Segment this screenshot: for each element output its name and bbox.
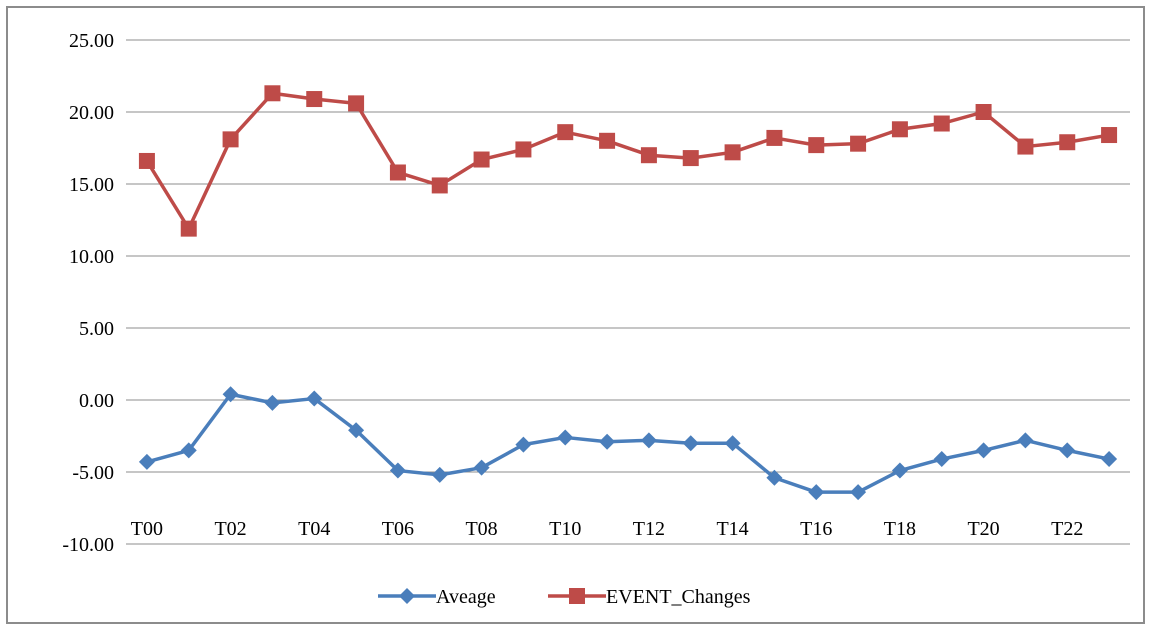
chart-frame: 25.00 20.00 15.00 10.00 5.00 0.00 -5.00 -10.00 … (6, 6, 1145, 624)
data-point-square (138, 152, 155, 169)
x-tick-label: T20 (967, 518, 999, 540)
x-tick-label: T22 (1051, 518, 1083, 540)
legend-label: EVENT_Changes (606, 586, 751, 608)
series-line (146, 392, 1110, 494)
data-point-square (891, 121, 908, 138)
y-tick-label: -5.00 (72, 462, 114, 484)
y-tick-label: -10.00 (62, 534, 114, 556)
data-point-diamond (640, 432, 657, 449)
data-point-diamond (766, 469, 783, 486)
data-point-diamond (808, 484, 825, 501)
data-point-square (724, 144, 741, 161)
data-point-diamond (1059, 442, 1076, 459)
x-tick-label: T18 (884, 518, 916, 540)
legend-marker (569, 588, 585, 604)
data-point-square (1101, 127, 1118, 144)
data-point-square (264, 85, 281, 102)
x-tick-label: T14 (716, 518, 748, 540)
data-point-square (599, 132, 616, 149)
data-point-diamond (724, 435, 741, 452)
y-tick-label: 10.00 (69, 246, 114, 268)
data-point-diamond (306, 390, 323, 407)
y-tick-label: 20.00 (69, 102, 114, 124)
data-point-diamond (180, 442, 197, 459)
data-point-diamond (348, 422, 365, 439)
legend: Aveage EVENT_Changes (378, 586, 751, 608)
series-event-changes (138, 85, 1118, 237)
x-tick-label: T08 (465, 518, 497, 540)
data-point-diamond (933, 451, 950, 468)
data-point-square (557, 124, 574, 141)
x-axis-tick-labels: T00 T02 T04 T06 T08 T10 T12 T14 T16 T18 T20 T22 (131, 518, 1084, 540)
data-point-diamond (515, 436, 532, 453)
data-point-diamond (891, 462, 908, 479)
legend-label: Aveage (436, 586, 496, 608)
data-point-diamond (222, 386, 239, 403)
data-point-diamond (138, 453, 155, 470)
x-tick-label: T10 (549, 518, 581, 540)
data-point-square (389, 164, 406, 181)
data-point-diamond (975, 442, 992, 459)
y-tick-label: 15.00 (69, 174, 114, 196)
data-point-square (933, 115, 950, 132)
data-point-square (306, 91, 323, 108)
legend-marker (399, 588, 415, 604)
data-point-square (682, 150, 699, 167)
data-point-diamond (850, 484, 867, 501)
data-point-diamond (264, 394, 281, 411)
data-point-square (1017, 138, 1034, 155)
data-point-square (180, 220, 197, 237)
data-point-diamond (389, 462, 406, 479)
data-point-square (431, 177, 448, 194)
x-tick-label: T02 (214, 518, 246, 540)
x-tick-label: T04 (298, 518, 330, 540)
x-tick-label: T12 (633, 518, 665, 540)
data-point-diamond (557, 429, 574, 446)
data-point-diamond (1101, 451, 1118, 468)
x-tick-label: T06 (382, 518, 414, 540)
data-point-square (1059, 134, 1076, 151)
data-point-square (222, 131, 239, 148)
series-lines (138, 85, 1118, 501)
data-point-diamond (1017, 432, 1034, 449)
series-aveage (138, 386, 1118, 501)
x-tick-label: T00 (131, 518, 163, 540)
legend-item: Aveage (378, 586, 496, 608)
data-point-diamond (599, 433, 616, 450)
data-point-square (640, 147, 657, 164)
y-axis-tick-labels: 25.00 20.00 15.00 10.00 5.00 0.00 -5.00 -10.00 (62, 30, 114, 556)
data-point-square (473, 151, 490, 168)
legend-item: EVENT_Changes (548, 586, 751, 608)
y-tick-label: 5.00 (79, 318, 114, 340)
data-point-square (975, 104, 992, 120)
series-line (145, 91, 1110, 231)
y-tick-label: 0.00 (79, 390, 114, 412)
data-point-square (808, 137, 825, 154)
data-point-diamond (431, 466, 448, 483)
data-point-diamond (473, 459, 490, 476)
x-tick-label: T16 (800, 518, 832, 540)
data-point-diamond (682, 435, 699, 452)
y-tick-label: 25.00 (69, 30, 114, 52)
data-point-square (515, 141, 532, 158)
data-point-square (850, 135, 867, 152)
data-point-square (348, 95, 365, 112)
line-chart: 25.0020.0015.0010.005.000.00-5.00-10.00 … (62, 30, 1130, 608)
data-point-square (766, 129, 783, 146)
